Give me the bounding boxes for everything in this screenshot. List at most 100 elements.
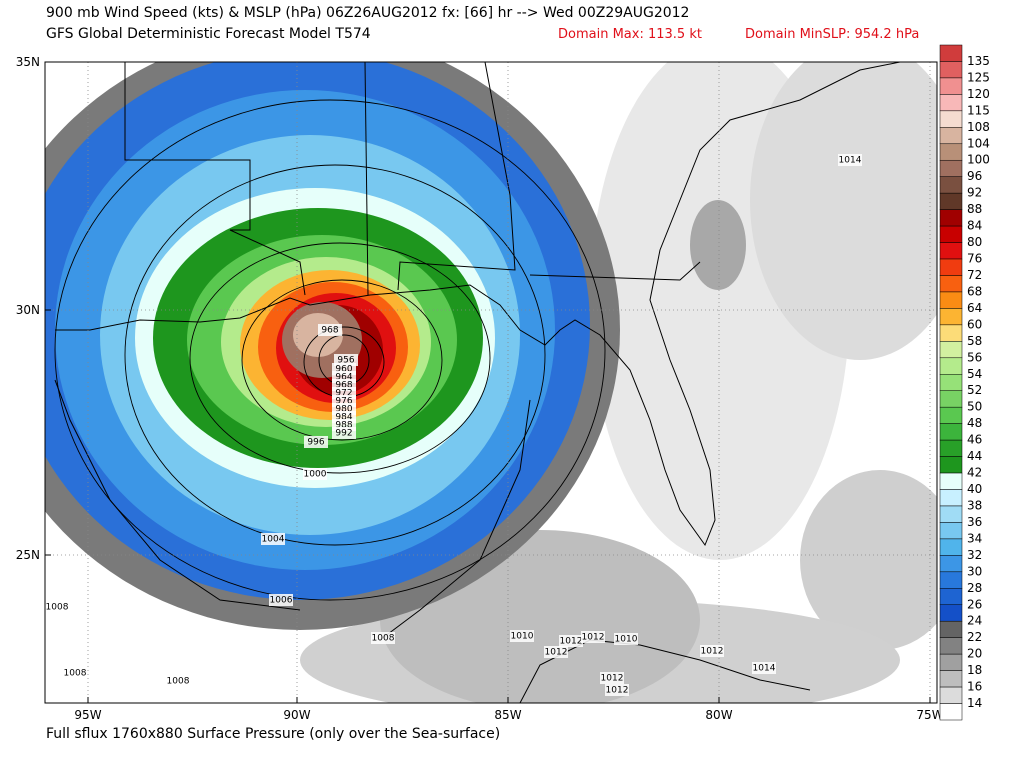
contour-label-bg xyxy=(371,632,395,644)
coastline xyxy=(519,639,811,703)
contour-label-bg xyxy=(45,601,69,613)
colorbar-cell xyxy=(939,374,963,391)
contour-label-bg xyxy=(838,154,862,166)
contour-label: 1014 xyxy=(753,664,776,674)
lat-label: 35N xyxy=(16,55,40,69)
colorbar-label: 34 xyxy=(967,531,982,545)
colorbar-cell xyxy=(939,275,963,293)
lon-label: 95W xyxy=(74,708,101,722)
isobar xyxy=(189,242,491,474)
contour-label-bg xyxy=(614,633,638,645)
colorbar-cell xyxy=(939,604,963,622)
colorbar-label: 88 xyxy=(967,202,982,216)
lon-label: 75W xyxy=(916,708,943,722)
colorbar-cell xyxy=(939,159,963,177)
colorbar-cell xyxy=(939,209,963,227)
colorbar-label: 14 xyxy=(967,696,982,710)
colorbar-cell xyxy=(939,176,963,194)
colorbar-cell xyxy=(939,703,963,721)
isobar xyxy=(379,399,531,641)
contour-label: 1012 xyxy=(601,674,624,684)
domain-max: Domain Max: 113.5 kt xyxy=(558,27,702,42)
contour-label-bg xyxy=(304,436,328,448)
colorbar-cell xyxy=(939,242,963,260)
contour-label: 992 xyxy=(335,429,352,439)
contour-label: 976 xyxy=(335,397,352,407)
colorbar-cell xyxy=(939,571,963,589)
colorbar-label: 92 xyxy=(967,186,982,200)
domain-min: Domain MinSLP: 954.2 hPa xyxy=(745,27,919,42)
colorbar-label: 32 xyxy=(967,548,982,562)
colorbar-cell xyxy=(939,423,963,441)
colorbar-cell xyxy=(939,44,963,62)
colorbar-label: 72 xyxy=(967,268,982,282)
colorbar-label: 22 xyxy=(967,630,982,644)
lon-label: 80W xyxy=(705,708,732,722)
shade xyxy=(690,200,746,290)
colorbar-label: 44 xyxy=(967,449,982,463)
colorbar-cell xyxy=(939,439,963,457)
colorbar-label: 38 xyxy=(967,498,982,512)
contour-label-bg xyxy=(332,427,356,439)
colorbar-label: 46 xyxy=(967,433,982,447)
contour-label: 956 xyxy=(337,356,354,366)
lat-label: 30N xyxy=(16,303,40,317)
contour-label: 980 xyxy=(335,405,352,415)
contour-label: 1006 xyxy=(270,596,293,606)
colorbar-label: 68 xyxy=(967,284,982,298)
colorbar-label: 84 xyxy=(967,219,982,233)
colorbar-label: 115 xyxy=(967,103,990,117)
footer: Full sflux 1760x880 Surface Pressure (on… xyxy=(46,726,500,742)
contour-label: 1012 xyxy=(560,637,583,647)
colorbar-label: 42 xyxy=(967,466,982,480)
colorbar-cell xyxy=(939,538,963,556)
colorbar-cell xyxy=(939,686,963,704)
contour-label: 1012 xyxy=(545,648,568,658)
contour-label-bg xyxy=(318,324,342,336)
contour-label-bg xyxy=(166,675,190,687)
colorbar-label: 26 xyxy=(967,597,982,611)
lat-label: 25N xyxy=(16,548,40,562)
colorbar-cell xyxy=(939,670,963,688)
isobar xyxy=(124,164,546,546)
colorbar-label: 36 xyxy=(967,515,982,529)
map-frame xyxy=(44,61,938,704)
colorbar-label: 24 xyxy=(967,614,982,628)
colorbar-label: 18 xyxy=(967,663,982,677)
colorbar-cell xyxy=(939,522,963,540)
colorbar-label: 64 xyxy=(967,301,982,315)
contour-label: 1012 xyxy=(582,633,605,643)
colorbar-label: 80 xyxy=(967,235,982,249)
contour-label: 988 xyxy=(335,421,352,431)
colorbar-label: 58 xyxy=(967,334,982,348)
colorbar-label: 28 xyxy=(967,581,982,595)
colorbar-cell xyxy=(939,127,963,145)
contour-label: 1008 xyxy=(64,669,87,679)
contour-label-bg xyxy=(510,630,534,642)
colorbar-label: 20 xyxy=(967,647,982,661)
colorbar-label: 76 xyxy=(967,252,982,266)
contour-label: 968 xyxy=(335,381,352,391)
contour-label: 1008 xyxy=(46,603,69,613)
colorbar-label: 125 xyxy=(967,70,990,84)
contour-label-bg xyxy=(544,646,568,658)
border xyxy=(364,62,369,296)
colorbar-label: 40 xyxy=(967,482,982,496)
colorbar-cell xyxy=(939,637,963,655)
lon-label: 85W xyxy=(494,708,521,722)
colorbar-cell xyxy=(939,258,963,276)
colorbar-label: 96 xyxy=(967,169,982,183)
colorbar-cell xyxy=(939,143,963,161)
contour-label-bg xyxy=(752,662,776,674)
colorbar-cell xyxy=(939,61,963,79)
contour-label: 1008 xyxy=(167,677,190,687)
contour-label-bg xyxy=(605,684,629,696)
isobar xyxy=(54,99,606,601)
colorbar-label: 16 xyxy=(967,680,982,694)
colorbar-cell xyxy=(939,555,963,573)
colorbar-cell xyxy=(939,653,963,671)
contour-label-bg xyxy=(269,594,293,606)
contour-label: 960 xyxy=(335,365,352,375)
border xyxy=(529,261,701,281)
